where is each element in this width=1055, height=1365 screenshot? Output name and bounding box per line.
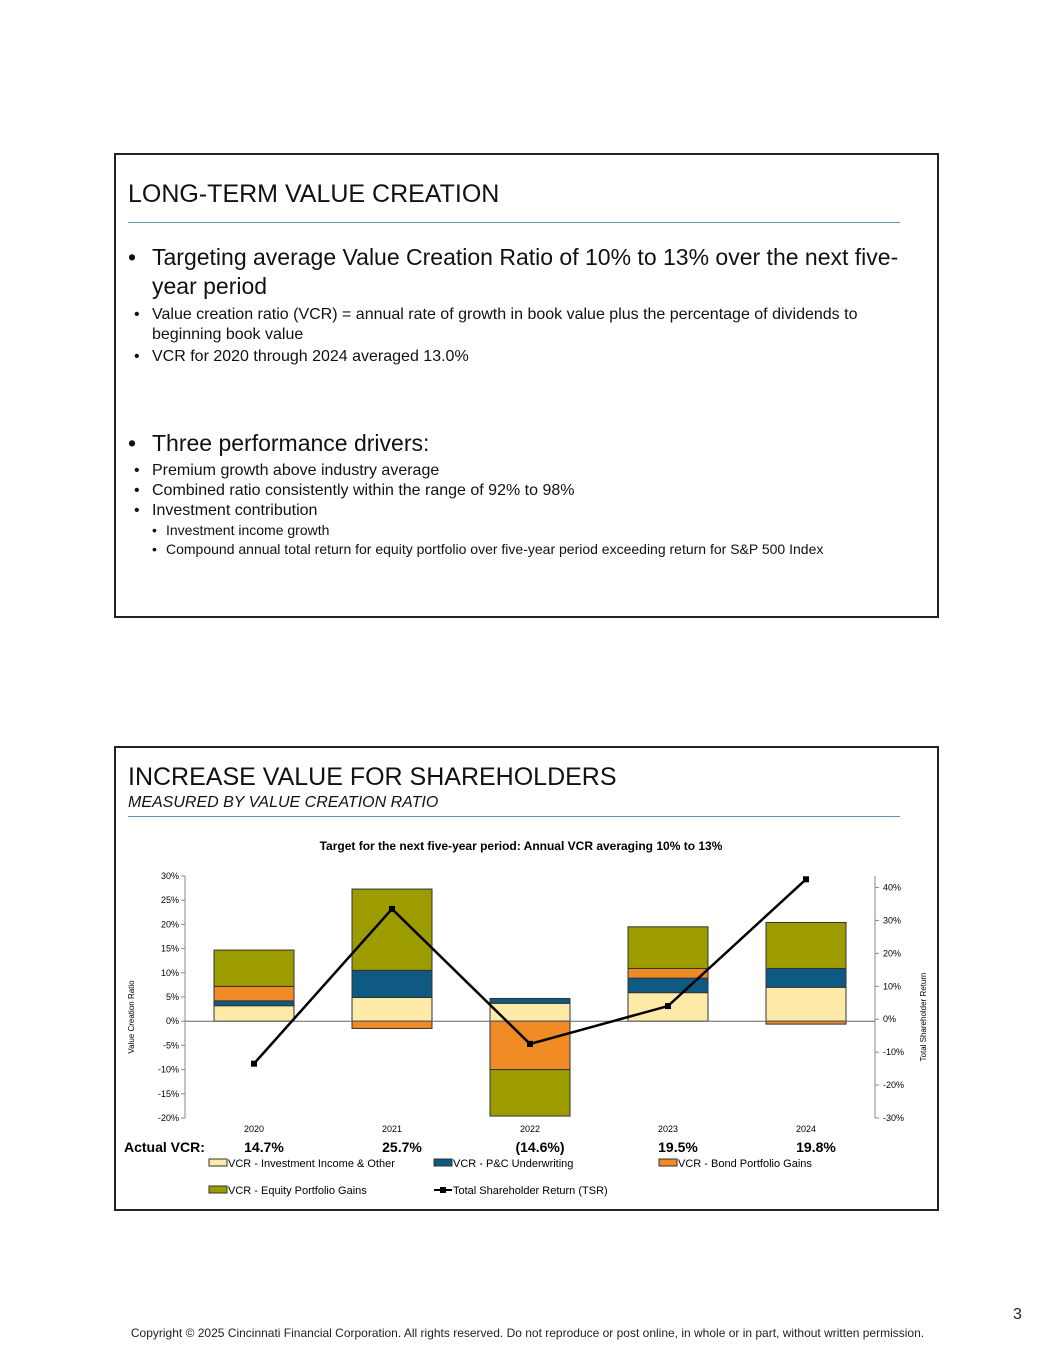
x-tick-label: 2020 [244,1124,264,1134]
sub-bullet: Value creation ratio (VCR) = annual rate… [127,305,912,345]
vcr-chart: Target for the next five-year period: An… [124,839,928,1197]
legend-swatch [208,1185,228,1194]
bullet-text: Targeting average Value Creation Ratio o… [152,244,899,299]
sub-sub-bullet: Investment income growth [148,521,912,540]
y2-tick-label: 0% [883,1014,896,1024]
tsr-point [251,1060,257,1067]
bullet-text: Three performance drivers: [152,430,430,456]
y2-tick-label: 10% [883,981,901,991]
sub-bullets-1: Value creation ratio (VCR) = annual rate… [116,305,912,367]
y2-tick-label: 20% [883,948,901,958]
bar-vcr-investment-income-other-2024 [765,986,847,1022]
actual-vcr-value: 14.7% [244,1139,284,1155]
legend-label: VCR - Bond Portfolio Gains [678,1158,812,1170]
sub-bullet: VCR for 2020 through 2024 averaged 13.0% [127,347,912,367]
bullet-drivers: Three performance drivers: [128,429,912,458]
legend-marker [440,1187,446,1193]
actual-vcr-label: Actual VCR: [124,1139,205,1155]
legend-swatch [658,1158,678,1167]
y-tick-label: -10% [158,1065,179,1075]
actual-vcr-value: 19.5% [658,1139,698,1155]
slide-title: LONG-TERM VALUE CREATION [128,180,500,208]
y-tick-label: 20% [161,919,179,929]
y-tick-label: 15% [161,944,179,954]
y2-axis-label: Total Shareholder Return [919,973,928,1062]
x-tick-label: 2024 [796,1124,816,1134]
legend-swatch [433,1158,453,1167]
actual-vcr-value: 19.8% [796,1139,836,1155]
sub-bullet: Premium growth above industry average [127,461,912,481]
y2-tick-label: -30% [883,1113,904,1123]
y-tick-label: 5% [166,992,179,1002]
legend-label: Total Shareholder Return (TSR) [453,1185,608,1197]
bar-vcr-equity-portfolio-gains-2024 [765,921,847,969]
legend-swatch [208,1158,228,1167]
bar-vcr-equity-portfolio-gains-2021 [351,888,433,971]
x-tick-label: 2023 [658,1124,678,1134]
tsr-point [803,876,809,883]
y2-tick-label: 40% [883,883,901,893]
y2-tick-label: -10% [883,1047,904,1057]
x-tick-label: 2022 [520,1124,540,1134]
legend-label: VCR - Equity Portfolio Gains [228,1185,367,1197]
sub-bullet: Combined ratio consistently within the r… [127,481,912,501]
y-tick-label: 10% [161,968,179,978]
legend-label: VCR - Investment Income & Other [228,1158,395,1170]
bar-vcr-bond-portfolio-gains-2021 [351,1020,433,1029]
bar-vcr-equity-portfolio-gains-2023 [627,926,709,969]
y-tick-label: 30% [161,871,179,881]
slide-title: INCREASE VALUE FOR SHAREHOLDERS [128,763,617,791]
bar-vcr-p-c-underwriting-2021 [351,969,433,998]
legend-label: VCR - P&C Underwriting [453,1158,573,1170]
y2-tick-label: 30% [883,915,901,925]
tsr-point [665,1003,671,1010]
actual-vcr-value: 25.7% [382,1139,422,1155]
bullet-targeting: Targeting average Value Creation Ratio o… [128,243,912,301]
slide-subtitle: MEASURED BY VALUE CREATION RATIO [128,794,439,811]
bar-vcr-investment-income-other-2021 [351,996,433,1022]
sub-sub-bullet: Compound annual total return for equity … [148,540,912,559]
bar-vcr-p-c-underwriting-2024 [765,967,847,988]
y-tick-label: -20% [158,1113,179,1123]
y-axis-label: Value Creation Ratio [127,980,136,1054]
sub-bullet: Investment contribution [127,501,912,521]
y-tick-label: 0% [166,1016,179,1026]
page-number: 3 [1013,1306,1022,1323]
title-rule [128,222,900,223]
bar-vcr-investment-income-other-2022 [489,1002,571,1022]
copyright-footer: Copyright © 2025 Cincinnati Financial Co… [130,1326,925,1340]
bar-vcr-equity-portfolio-gains-2020 [213,949,295,987]
tsr-point [527,1040,533,1047]
bar-vcr-investment-income-other-2020 [213,1005,295,1022]
sub-bullets-2: Premium growth above industry average Co… [116,461,912,559]
bar-vcr-bond-portfolio-gains-2023 [627,967,709,979]
y-tick-label: -5% [163,1040,179,1050]
actual-vcr-value: (14.6%) [515,1139,564,1155]
bar-vcr-bond-portfolio-gains-2020 [213,985,295,1002]
slide-increase-value: INCREASE VALUE FOR SHAREHOLDERS MEASURED… [114,746,939,1211]
x-tick-label: 2021 [382,1124,402,1134]
title-rule [128,816,900,817]
tsr-point [389,905,395,912]
y-tick-label: -15% [158,1089,179,1099]
slide-long-term-value-creation: LONG-TERM VALUE CREATION Targeting avera… [114,153,939,618]
bar-vcr-p-c-underwriting-2022 [489,997,571,1004]
bar-vcr-p-c-underwriting-2020 [213,1000,295,1007]
y2-tick-label: -20% [883,1080,904,1090]
bar-vcr-equity-portfolio-gains-2022 [489,1069,571,1117]
chart-title: Target for the next five-year period: An… [320,839,723,853]
y-tick-label: 25% [161,895,179,905]
